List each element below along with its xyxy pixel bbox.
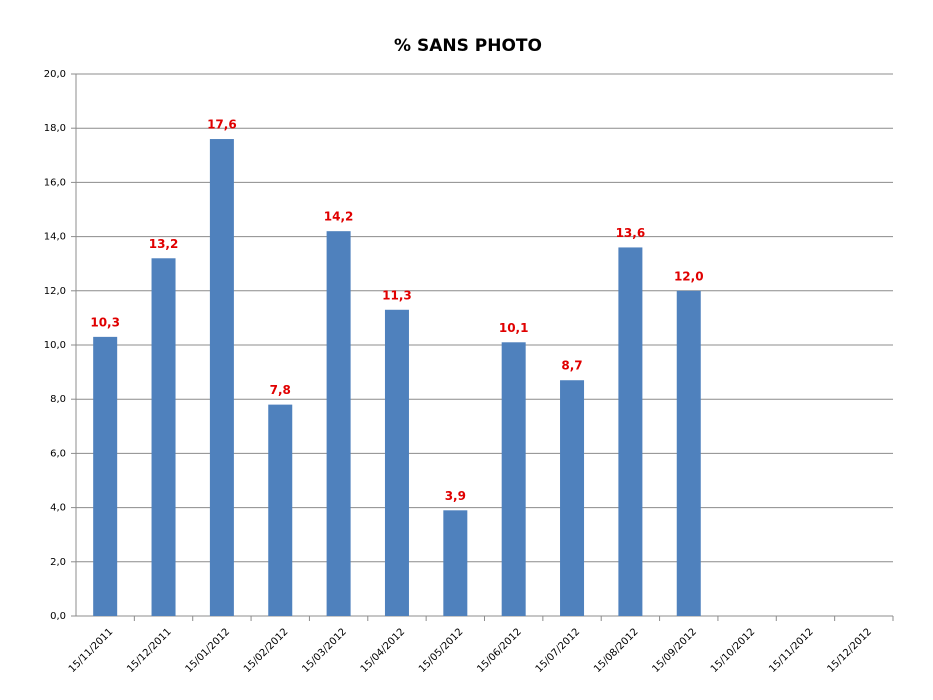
value-label: 13,2 — [149, 237, 179, 251]
x-tick-label: 15/01/2012 — [184, 626, 233, 675]
x-tick-label: 15/06/2012 — [475, 626, 524, 675]
chart-title: % SANS PHOTO — [394, 36, 542, 56]
value-label: 3,9 — [445, 489, 466, 503]
bar — [676, 290, 701, 616]
x-tick-label: 15/12/2011 — [125, 626, 174, 675]
x-tick-label: 15/03/2012 — [300, 626, 349, 675]
bar — [384, 309, 409, 616]
y-tick-label: 14,0 — [44, 232, 66, 243]
y-tick-label: 16,0 — [44, 177, 66, 188]
y-tick-label: 20,0 — [44, 69, 66, 80]
y-tick-label: 2,0 — [50, 557, 66, 568]
bar — [151, 258, 176, 616]
value-label: 8,7 — [561, 359, 582, 373]
y-tick-label: 18,0 — [44, 123, 66, 134]
bar — [443, 510, 468, 616]
bar — [268, 404, 293, 616]
x-tick-label: 15/10/2012 — [709, 626, 758, 675]
y-tick-label: 4,0 — [50, 503, 66, 514]
value-label: 7,8 — [270, 383, 291, 397]
x-tick-label: 15/08/2012 — [592, 626, 641, 675]
bar — [209, 139, 234, 617]
y-tick-label: 10,0 — [44, 340, 66, 351]
x-tick-label: 15/04/2012 — [359, 626, 408, 675]
bar — [560, 380, 585, 616]
x-tick-label: 15/02/2012 — [242, 626, 291, 675]
value-label: 17,6 — [207, 118, 237, 132]
x-tick-label: 15/07/2012 — [534, 626, 583, 675]
bar — [501, 342, 526, 616]
y-tick-label: 6,0 — [50, 448, 66, 459]
y-tick-label: 12,0 — [44, 286, 66, 297]
x-tick-label: 15/05/2012 — [417, 626, 466, 675]
value-label: 13,6 — [616, 226, 646, 240]
value-label: 10,1 — [499, 321, 529, 335]
value-label: 10,3 — [90, 315, 120, 329]
value-label: 14,2 — [324, 210, 354, 224]
bar — [618, 247, 643, 616]
x-tick-label: 15/09/2012 — [650, 626, 699, 675]
x-tick-label: 15/12/2012 — [826, 626, 875, 675]
y-tick-label: 0,0 — [50, 611, 66, 622]
y-tick-label: 8,0 — [50, 394, 66, 405]
x-tick-label: 15/11/2011 — [67, 626, 116, 675]
bar — [326, 231, 351, 616]
bar — [93, 336, 118, 616]
value-label: 11,3 — [382, 288, 412, 302]
value-label: 12,0 — [674, 269, 704, 283]
x-tick-label: 15/11/2012 — [767, 626, 816, 675]
